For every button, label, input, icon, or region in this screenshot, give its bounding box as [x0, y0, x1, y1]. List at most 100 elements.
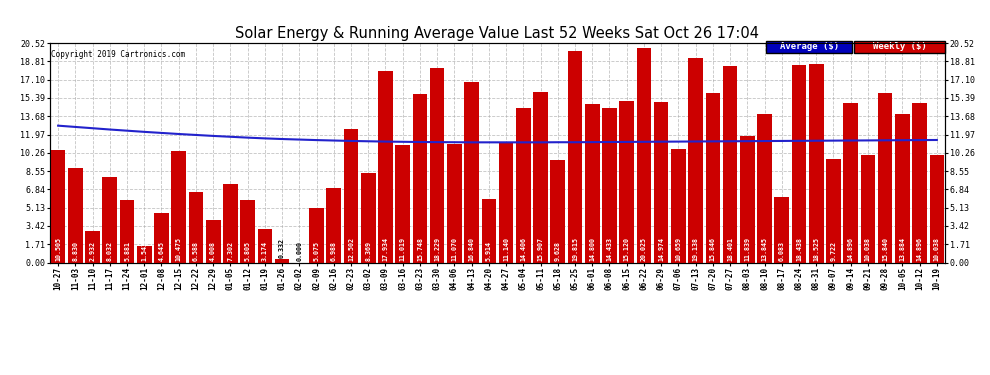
- Text: 0.332: 0.332: [279, 238, 285, 258]
- Text: 14.974: 14.974: [658, 237, 664, 261]
- Bar: [653, 102, 668, 262]
- Text: 11.140: 11.140: [503, 237, 509, 261]
- Text: 14.800: 14.800: [589, 237, 595, 261]
- Bar: [481, 199, 496, 262]
- Bar: [671, 148, 686, 262]
- Title: Solar Energy & Running Average Value Last 52 Weeks Sat Oct 26 17:04: Solar Energy & Running Average Value Las…: [236, 26, 759, 40]
- Bar: [534, 93, 547, 262]
- Bar: [792, 65, 806, 262]
- Bar: [620, 101, 634, 262]
- Bar: [826, 159, 841, 262]
- Text: 11.019: 11.019: [400, 237, 406, 261]
- Bar: [137, 246, 151, 262]
- Bar: [637, 48, 651, 262]
- Text: 18.438: 18.438: [796, 237, 802, 261]
- Text: 0.000: 0.000: [296, 242, 302, 261]
- Bar: [464, 82, 479, 262]
- Text: 13.845: 13.845: [761, 237, 767, 261]
- Bar: [50, 150, 65, 262]
- Bar: [344, 129, 358, 262]
- Text: 11.070: 11.070: [451, 237, 457, 261]
- Text: 14.896: 14.896: [847, 237, 853, 261]
- Text: 17.934: 17.934: [382, 237, 388, 261]
- Text: 15.120: 15.120: [624, 237, 630, 261]
- Bar: [189, 192, 203, 262]
- Text: 14.433: 14.433: [607, 237, 613, 261]
- Bar: [413, 94, 428, 262]
- Bar: [275, 259, 289, 262]
- Text: 4.008: 4.008: [210, 241, 216, 261]
- Bar: [585, 104, 600, 262]
- Text: 16.840: 16.840: [468, 237, 474, 261]
- Bar: [154, 213, 169, 262]
- Text: 5.805: 5.805: [245, 241, 250, 261]
- Text: 18.401: 18.401: [727, 237, 733, 261]
- Text: 9.722: 9.722: [831, 241, 837, 261]
- Text: 15.748: 15.748: [417, 237, 423, 261]
- Bar: [171, 150, 186, 262]
- Text: 19.138: 19.138: [693, 237, 699, 261]
- Text: 6.083: 6.083: [779, 241, 785, 261]
- Text: 20.025: 20.025: [641, 237, 646, 261]
- Bar: [223, 184, 238, 262]
- Bar: [499, 143, 514, 262]
- Text: 5.881: 5.881: [124, 241, 130, 261]
- Bar: [447, 144, 461, 262]
- Bar: [327, 188, 342, 262]
- Text: 6.588: 6.588: [193, 241, 199, 261]
- Text: 9.628: 9.628: [554, 241, 560, 261]
- Bar: [602, 108, 617, 262]
- Text: 8.032: 8.032: [107, 241, 113, 261]
- Bar: [68, 168, 83, 262]
- Bar: [85, 231, 100, 262]
- Bar: [912, 103, 927, 262]
- Bar: [930, 155, 944, 262]
- Bar: [860, 155, 875, 262]
- Text: 11.839: 11.839: [744, 237, 750, 261]
- Text: Copyright 2019 Cartronics.com: Copyright 2019 Cartronics.com: [51, 50, 185, 59]
- Text: 5.914: 5.914: [486, 241, 492, 261]
- Bar: [706, 93, 720, 262]
- Text: 4.645: 4.645: [158, 241, 164, 261]
- Bar: [309, 208, 324, 262]
- Text: 18.525: 18.525: [813, 237, 820, 261]
- Bar: [688, 58, 703, 262]
- Text: 8.369: 8.369: [365, 241, 371, 261]
- Text: 18.229: 18.229: [435, 237, 441, 261]
- Bar: [843, 103, 858, 262]
- Text: 2.932: 2.932: [89, 241, 96, 261]
- Bar: [103, 177, 117, 262]
- Bar: [878, 93, 892, 262]
- Text: 15.907: 15.907: [538, 237, 544, 261]
- Text: 13.884: 13.884: [899, 237, 906, 261]
- Bar: [206, 220, 221, 262]
- Text: 10.475: 10.475: [175, 237, 182, 261]
- Bar: [516, 108, 531, 262]
- Text: 5.075: 5.075: [314, 241, 320, 261]
- Bar: [895, 114, 910, 262]
- Bar: [430, 68, 445, 262]
- Bar: [757, 114, 772, 262]
- Text: 10.659: 10.659: [675, 237, 681, 261]
- Bar: [395, 145, 410, 262]
- Bar: [740, 136, 754, 262]
- Text: 19.815: 19.815: [572, 237, 578, 261]
- Bar: [550, 160, 565, 262]
- Bar: [723, 66, 738, 262]
- Bar: [809, 64, 824, 262]
- Text: 10.038: 10.038: [865, 237, 871, 261]
- Bar: [774, 198, 789, 262]
- Bar: [378, 71, 393, 262]
- Text: 10.505: 10.505: [55, 237, 61, 261]
- Bar: [257, 229, 272, 262]
- Text: 10.038: 10.038: [934, 237, 940, 261]
- Text: 15.846: 15.846: [710, 237, 716, 261]
- Text: 6.988: 6.988: [331, 241, 337, 261]
- Text: 12.502: 12.502: [348, 237, 354, 261]
- Bar: [567, 51, 582, 262]
- Text: 1.543: 1.543: [142, 241, 148, 261]
- Text: 7.302: 7.302: [228, 241, 234, 261]
- Text: 14.896: 14.896: [917, 237, 923, 261]
- Text: 8.830: 8.830: [72, 241, 78, 261]
- Bar: [120, 200, 135, 262]
